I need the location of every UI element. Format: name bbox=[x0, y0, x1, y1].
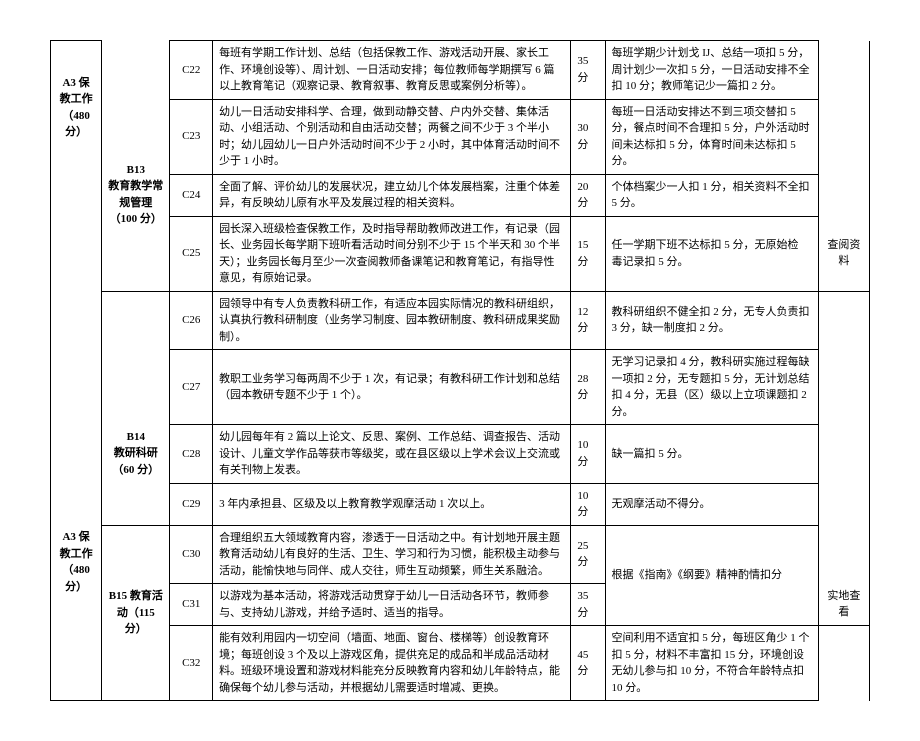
cell-a3-top: A3 保教工作（480 分） bbox=[51, 41, 102, 175]
cell-score: 45 分 bbox=[571, 626, 605, 701]
cell-desc: 教职工业务学习每两周不少于 1 次，有记录；有教科研工作计划和总结（园本教研专题… bbox=[213, 350, 571, 425]
cell-method-blank bbox=[818, 350, 869, 425]
cell-code: C31 bbox=[170, 584, 213, 626]
cell-deduct: 空间利用不适宜扣 5 分，每班区角少 1 个扣 5 分，材料不丰富扣 15 分，… bbox=[605, 626, 818, 701]
cell-code: C25 bbox=[170, 216, 213, 291]
cell-deduct: 无学习记录扣 4 分，教科研实施过程每缺一项扣 2 分，无专题扣 5 分，无计划… bbox=[605, 350, 818, 425]
cell-code: C29 bbox=[170, 483, 213, 525]
cell-deduct: 任一学期下班不达标扣 5 分，无原始检 毒记录扣 5 分。 bbox=[605, 216, 818, 291]
cell-desc: 合理组织五大领域教育内容，渗透于一日活动之中。有计划地开展主题教育活动幼儿有良好… bbox=[213, 525, 571, 584]
table-row: B13 教育教学常规管理（100 分） C23 幼儿一日活动安排科学、合理，做到… bbox=[51, 99, 870, 174]
cell-score: 25 分 bbox=[571, 525, 605, 584]
cell-b15: B15 教育活动（115 分） bbox=[102, 525, 170, 701]
cell-code: C30 bbox=[170, 525, 213, 584]
cell-desc: 以游戏为基本活动，将游戏活动贯穿于幼儿一日活动各环节，教师参与、支持幼儿游戏，并… bbox=[213, 584, 571, 626]
evaluation-table: A3 保教工作（480 分） C22 每班有学期工作计划、总结（包括保教工作、游… bbox=[50, 40, 870, 701]
cell-score: 12 分 bbox=[571, 291, 605, 350]
cell-b14-blank-top bbox=[102, 291, 170, 350]
cell-score: 35 分 bbox=[571, 584, 605, 626]
cell-code: C22 bbox=[170, 41, 213, 100]
cell-desc: 3 年内承担县、区级及以上教育教学观摩活动 1 次以上。 bbox=[213, 483, 571, 525]
cell-score: 10 分 bbox=[571, 483, 605, 525]
cell-deduct: 根据《指南》《纲要》精神酌情扣分 bbox=[605, 525, 818, 626]
cell-code: C32 bbox=[170, 626, 213, 701]
cell-method-blank bbox=[818, 483, 869, 525]
cell-code: C28 bbox=[170, 425, 213, 484]
table-row: A3 保教工作（480 分） C22 每班有学期工作计划、总结（包括保教工作、游… bbox=[51, 41, 870, 100]
table-row: A3 保教工作（480 分） B15 教育活动（115 分） C30 合理组织五… bbox=[51, 525, 870, 584]
table-row: C32 能有效利用园内一切空间（墙面、地面、窗台、楼梯等）创设教育环境；每班创设… bbox=[51, 626, 870, 701]
cell-method-blank bbox=[818, 41, 869, 100]
cell-b14-blank-mid bbox=[102, 350, 170, 425]
table-row: C25 园长深入班级检查保教工作，及时指导帮助教师改进工作，有记录（园长、业务园… bbox=[51, 216, 870, 291]
cell-code: C26 bbox=[170, 291, 213, 350]
table-row: B14 教研科研（60 分） C28 幼儿园每年有 2 篇以上论文、反思、案例、… bbox=[51, 425, 870, 484]
table-row: C26 园领导中有专人负责教科研工作，有适应本园实际情况的教科研组织，认真执行教… bbox=[51, 291, 870, 350]
cell-desc: 园领导中有专人负责教科研工作，有适应本园实际情况的教科研组织，认真执行教科研制度… bbox=[213, 291, 571, 350]
table-row: C27 教职工业务学习每两周不少于 1 次，有记录；有教科研工作计划和总结（园本… bbox=[51, 350, 870, 425]
table-row: C29 3 年内承担县、区级及以上教育教学观摩活动 1 次以上。 10 分 无观… bbox=[51, 483, 870, 525]
cell-desc: 能有效利用园内一切空间（墙面、地面、窗台、楼梯等）创设教育环境；每班创设 3 个… bbox=[213, 626, 571, 701]
cell-deduct: 缺一篇扣 5 分。 bbox=[605, 425, 818, 484]
cell-method-blank bbox=[818, 291, 869, 350]
cell-desc: 全面了解、评价幼儿的发展状况，建立幼儿个体发展档案，注重个体差异，有反映幼儿原有… bbox=[213, 174, 571, 216]
cell-code: C24 bbox=[170, 174, 213, 216]
cell-deduct: 每班学期少计划戈 IJ、总结一项扣 5 分，周计划少一次扣 5 分，一日活动安排… bbox=[605, 41, 818, 100]
cell-score: 35 分 bbox=[571, 41, 605, 100]
cell-deduct: 教科研组织不健全扣 2 分，无专人负责扣 3 分，缺一制度扣 2 分。 bbox=[605, 291, 818, 350]
cell-method-blank bbox=[818, 174, 869, 216]
cell-deduct: 个体档案少一人扣 1 分，相关资料不全扣 5 分。 bbox=[605, 174, 818, 216]
cell-code: C23 bbox=[170, 99, 213, 174]
cell-method-1: 查阅资料 bbox=[818, 216, 869, 291]
cell-b13: B13 教育教学常规管理（100 分） bbox=[102, 99, 170, 291]
cell-method-blank bbox=[818, 525, 869, 584]
cell-desc: 幼儿园每年有 2 篇以上论文、反思、案例、工作总结、调查报告、活动设计、儿童文学… bbox=[213, 425, 571, 484]
cell-desc: 幼儿一日活动安排科学、合理，做到动静交替、户内外交替、集体活动、小组活动、个别活… bbox=[213, 99, 571, 174]
cell-score: 10 分 bbox=[571, 425, 605, 484]
cell-deduct: 无观摩活动不得分。 bbox=[605, 483, 818, 525]
cell-method-blank bbox=[818, 425, 869, 484]
cell-b-blank-top bbox=[102, 41, 170, 100]
cell-score: 15 分 bbox=[571, 216, 605, 291]
cell-desc: 每班有学期工作计划、总结（包括保教工作、游戏活动开展、家长工作、环境创设等）、周… bbox=[213, 41, 571, 100]
cell-score: 30 分 bbox=[571, 99, 605, 174]
cell-a3-bottom: A3 保教工作（480 分） bbox=[51, 525, 102, 701]
cell-b14: B14 教研科研（60 分） bbox=[102, 425, 170, 526]
cell-score: 28 分 bbox=[571, 350, 605, 425]
cell-deduct: 每班一日活动安排达不到三项交替扣 5 分，餐点时间不合理扣 5 分，户外活动时间… bbox=[605, 99, 818, 174]
cell-method-blank bbox=[818, 626, 869, 701]
cell-a-blank-mid bbox=[51, 174, 102, 525]
table-row: C24 全面了解、评价幼儿的发展状况，建立幼儿个体发展档案，注重个体差异，有反映… bbox=[51, 174, 870, 216]
cell-method-2: 实地查看 bbox=[818, 584, 869, 626]
cell-desc: 园长深入班级检查保教工作，及时指导帮助教师改进工作，有记录（园长、业务园长每学期… bbox=[213, 216, 571, 291]
cell-code: C27 bbox=[170, 350, 213, 425]
cell-method-blank bbox=[818, 99, 869, 174]
cell-score: 20 分 bbox=[571, 174, 605, 216]
